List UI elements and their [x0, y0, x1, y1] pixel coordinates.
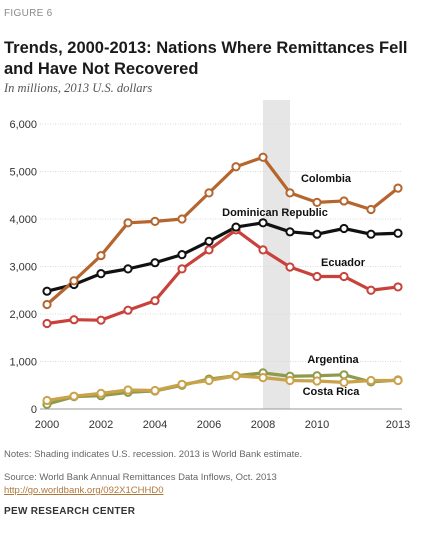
data-point-costa-rica	[96, 388, 106, 398]
data-point-colombia	[204, 188, 214, 198]
x-tick-label: 2013	[386, 419, 410, 431]
x-tick-label: 2004	[143, 419, 167, 431]
data-point-colombia	[258, 152, 268, 162]
chart-source: Source: World Bank Annual Remittances Da…	[4, 472, 277, 483]
y-tick-label: 2,000	[9, 309, 37, 321]
data-point-costa-rica	[177, 379, 187, 389]
data-point-dominican-republic	[42, 286, 52, 296]
x-tick-label: 2002	[89, 419, 113, 431]
x-tick-label: 2010	[305, 419, 329, 431]
org-credit: PEW RESEARCH CENTER	[4, 506, 136, 517]
data-point-ecuador	[204, 245, 214, 255]
data-point-argentina	[339, 370, 349, 380]
data-point-ecuador	[150, 296, 160, 306]
data-point-dominican-republic	[366, 229, 376, 239]
data-point-colombia	[42, 299, 52, 310]
data-point-ecuador	[258, 245, 268, 255]
data-point-dominican-republic	[393, 228, 403, 238]
data-point-costa-rica	[366, 375, 376, 386]
data-point-ecuador	[285, 262, 295, 272]
data-point-ecuador	[42, 318, 52, 329]
line-chart: 0 1,000 2,000 3,000 4,000 5,000 6,000 2000 2002 2…	[9, 100, 410, 431]
series-label-ecuador: Ecuador	[321, 257, 366, 269]
data-point-costa-rica	[339, 377, 349, 387]
data-point-dominican-republic	[339, 223, 349, 234]
y-tick-label: 4,000	[9, 214, 37, 226]
data-point-colombia	[366, 204, 376, 215]
data-point-colombia	[177, 214, 187, 224]
series-label-colombia: Colombia	[301, 173, 352, 185]
data-point-colombia	[231, 162, 241, 172]
data-point-ecuador	[96, 315, 106, 325]
data-point-costa-rica	[42, 395, 52, 406]
data-point-ecuador	[69, 315, 79, 325]
chart-notes: Notes: Shading indicates U.S. recession.…	[4, 449, 303, 460]
data-point-dominican-republic	[96, 269, 106, 279]
series-label-dominican-republic: Dominican Republic	[222, 207, 328, 219]
data-point-colombia	[69, 276, 79, 286]
data-point-ecuador	[312, 271, 322, 282]
data-point-costa-rica	[258, 373, 268, 383]
data-point-costa-rica	[123, 385, 133, 395]
data-point-costa-rica	[393, 375, 403, 386]
source-link[interactable]: http://go.worldbank.org/092X1CHHD0	[4, 485, 164, 496]
data-point-dominican-republic	[204, 236, 214, 246]
data-point-colombia	[96, 250, 106, 261]
data-point-colombia	[150, 216, 160, 226]
data-point-dominican-republic	[285, 227, 295, 237]
data-point-ecuador	[393, 282, 403, 292]
data-point-colombia	[312, 197, 322, 207]
series-label-argentina: Argentina	[307, 354, 359, 366]
y-tick-label: 3,000	[9, 262, 37, 274]
figure-label: FIGURE 6	[4, 8, 53, 19]
data-point-dominican-republic	[231, 222, 241, 232]
data-point-ecuador	[123, 305, 133, 315]
data-point-costa-rica	[204, 375, 214, 386]
recession-shading	[263, 100, 290, 409]
data-point-costa-rica	[150, 385, 160, 396]
data-point-colombia	[123, 218, 133, 228]
chart-title: Trends, 2000-2013: Nations Where Remitta…	[4, 39, 408, 78]
data-point-costa-rica	[231, 371, 241, 381]
data-point-dominican-republic	[123, 264, 133, 274]
y-tick-label: 0	[31, 404, 37, 416]
data-point-ecuador	[339, 271, 349, 282]
y-tick-label: 5,000	[9, 167, 37, 179]
data-point-dominican-republic	[258, 218, 268, 228]
y-tick-label: 6,000	[9, 119, 37, 131]
data-point-ecuador	[366, 285, 376, 295]
data-point-dominican-republic	[177, 250, 187, 260]
data-point-colombia	[339, 196, 349, 206]
data-point-costa-rica	[69, 391, 79, 401]
data-point-costa-rica	[285, 375, 295, 386]
series-label-costa-rica: Costa Rica	[303, 386, 361, 398]
y-tick-label: 1,000	[9, 357, 37, 369]
data-point-colombia	[285, 188, 295, 198]
data-point-colombia	[393, 183, 403, 193]
data-point-ecuador	[177, 264, 187, 274]
data-point-dominican-republic	[312, 229, 322, 239]
x-tick-label: 2000	[35, 419, 59, 431]
data-point-costa-rica	[312, 376, 322, 386]
x-tick-label: 2008	[251, 419, 275, 431]
chart-subtitle: In millions, 2013 U.S. dollars	[4, 81, 153, 95]
data-point-dominican-republic	[150, 258, 160, 268]
x-tick-label: 2006	[197, 419, 221, 431]
